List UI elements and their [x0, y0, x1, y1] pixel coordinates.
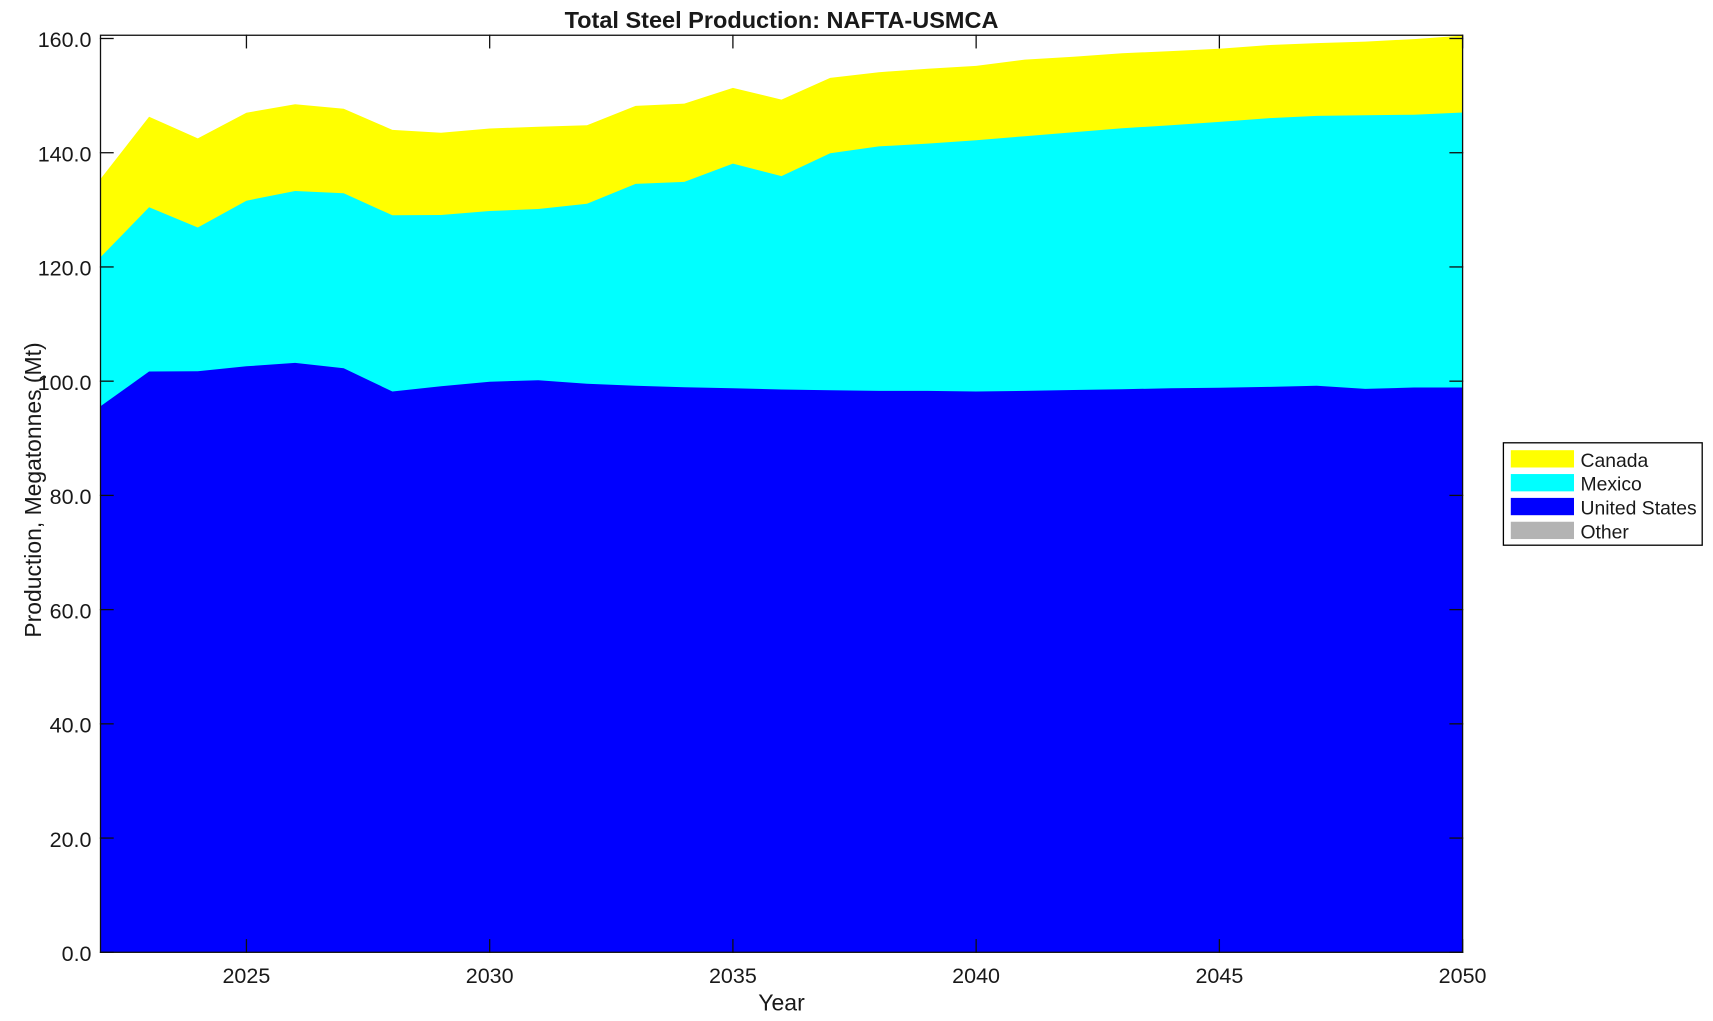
svg-text:Total Steel Production: NAFTA-: Total Steel Production: NAFTA-USMCA: [565, 7, 999, 33]
svg-text:United States: United States: [1581, 498, 1697, 520]
svg-text:40.0: 40.0: [50, 714, 92, 738]
svg-text:Production, Megatonnes (Mt): Production, Megatonnes (Mt): [20, 342, 46, 637]
svg-text:20.0: 20.0: [50, 828, 92, 852]
svg-text:Canada: Canada: [1581, 450, 1649, 472]
svg-text:2050: 2050: [1439, 964, 1487, 988]
svg-text:Year: Year: [758, 990, 805, 1016]
svg-text:Mexico: Mexico: [1581, 474, 1642, 496]
svg-text:120.0: 120.0: [38, 257, 92, 281]
svg-text:100.0: 100.0: [38, 371, 92, 395]
svg-text:80.0: 80.0: [50, 485, 92, 509]
svg-text:0.0: 0.0: [62, 942, 92, 966]
svg-text:2025: 2025: [222, 964, 270, 988]
svg-text:Other: Other: [1581, 521, 1630, 543]
svg-text:160.0: 160.0: [38, 28, 92, 52]
svg-text:2035: 2035: [709, 964, 757, 988]
svg-text:60.0: 60.0: [50, 599, 92, 623]
svg-text:2030: 2030: [466, 964, 514, 988]
svg-text:2045: 2045: [1195, 964, 1243, 988]
svg-text:140.0: 140.0: [38, 143, 92, 167]
svg-text:2040: 2040: [952, 964, 1000, 988]
